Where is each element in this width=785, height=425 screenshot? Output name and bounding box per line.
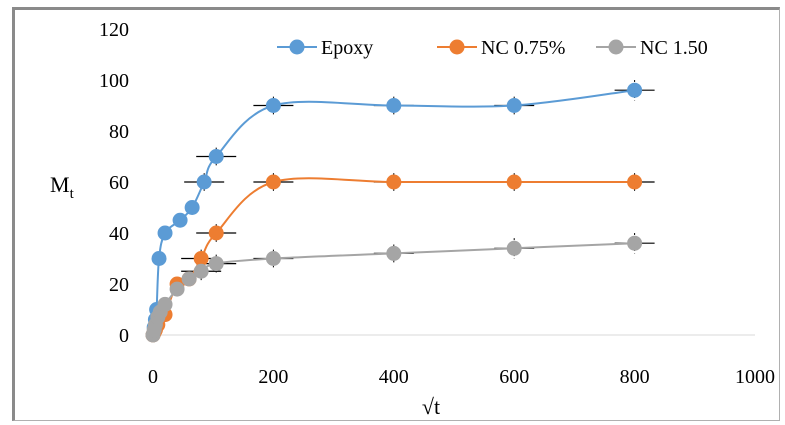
data-point xyxy=(506,98,522,113)
data-point xyxy=(506,174,522,190)
x-tick-label: 800 xyxy=(620,366,650,388)
x-tick-label: 600 xyxy=(499,366,529,388)
data-point xyxy=(208,225,224,241)
data-point xyxy=(169,281,185,297)
chart-frame xyxy=(12,7,780,421)
y-axis-ticks: 0 20 40 60 80 100 120 xyxy=(99,19,129,347)
legend-swatch-marker xyxy=(449,39,465,55)
series-points xyxy=(145,82,643,343)
series-line xyxy=(152,89,635,336)
x-tick-label: 0 xyxy=(148,366,158,388)
data-point xyxy=(208,256,224,272)
data-point xyxy=(157,296,173,312)
y-axis-title-subscript: t xyxy=(70,186,75,202)
data-point xyxy=(627,82,643,98)
data-point xyxy=(196,174,212,190)
legend-label: NC 0.75% xyxy=(481,37,565,59)
data-point xyxy=(386,174,402,190)
data-point xyxy=(627,174,643,190)
legend-swatch-marker xyxy=(289,39,305,55)
y-axis-title: Mt xyxy=(50,172,75,202)
data-point xyxy=(627,235,643,251)
data-point xyxy=(506,240,522,256)
y-tick-label: 100 xyxy=(99,70,129,92)
data-point xyxy=(193,251,209,266)
y-tick-label: 0 xyxy=(119,325,129,347)
series-lines xyxy=(152,89,635,336)
x-tick-label: 400 xyxy=(379,366,409,388)
data-point xyxy=(172,212,188,228)
y-tick-label: 60 xyxy=(109,172,129,194)
data-point xyxy=(265,174,281,190)
x-tick-label: 1000 xyxy=(735,366,775,388)
data-point xyxy=(208,149,224,164)
data-point xyxy=(265,251,281,266)
data-point xyxy=(386,245,402,261)
y-tick-label: 40 xyxy=(109,223,129,245)
data-point xyxy=(157,225,173,241)
legend-swatch-marker xyxy=(608,39,624,55)
data-point xyxy=(181,271,197,287)
x-axis-title: √t xyxy=(422,394,440,419)
error-bars xyxy=(181,80,655,281)
y-axis-title-main: M xyxy=(50,172,70,197)
data-point xyxy=(265,98,281,113)
legend-label: Epoxy xyxy=(321,37,373,59)
x-axis-ticks: 0 200 400 600 800 1000 xyxy=(148,366,775,388)
x-tick-label: 200 xyxy=(258,366,288,388)
y-tick-label: 20 xyxy=(109,274,129,296)
legend: Epoxy NC 0.75% NC 1.50 xyxy=(277,37,708,59)
data-point xyxy=(151,251,167,266)
legend-label: NC 1.50 xyxy=(640,37,708,59)
y-tick-label: 80 xyxy=(109,121,129,143)
data-point xyxy=(184,200,200,215)
data-point xyxy=(386,98,402,113)
data-point xyxy=(193,263,209,279)
y-tick-label: 120 xyxy=(99,19,129,41)
